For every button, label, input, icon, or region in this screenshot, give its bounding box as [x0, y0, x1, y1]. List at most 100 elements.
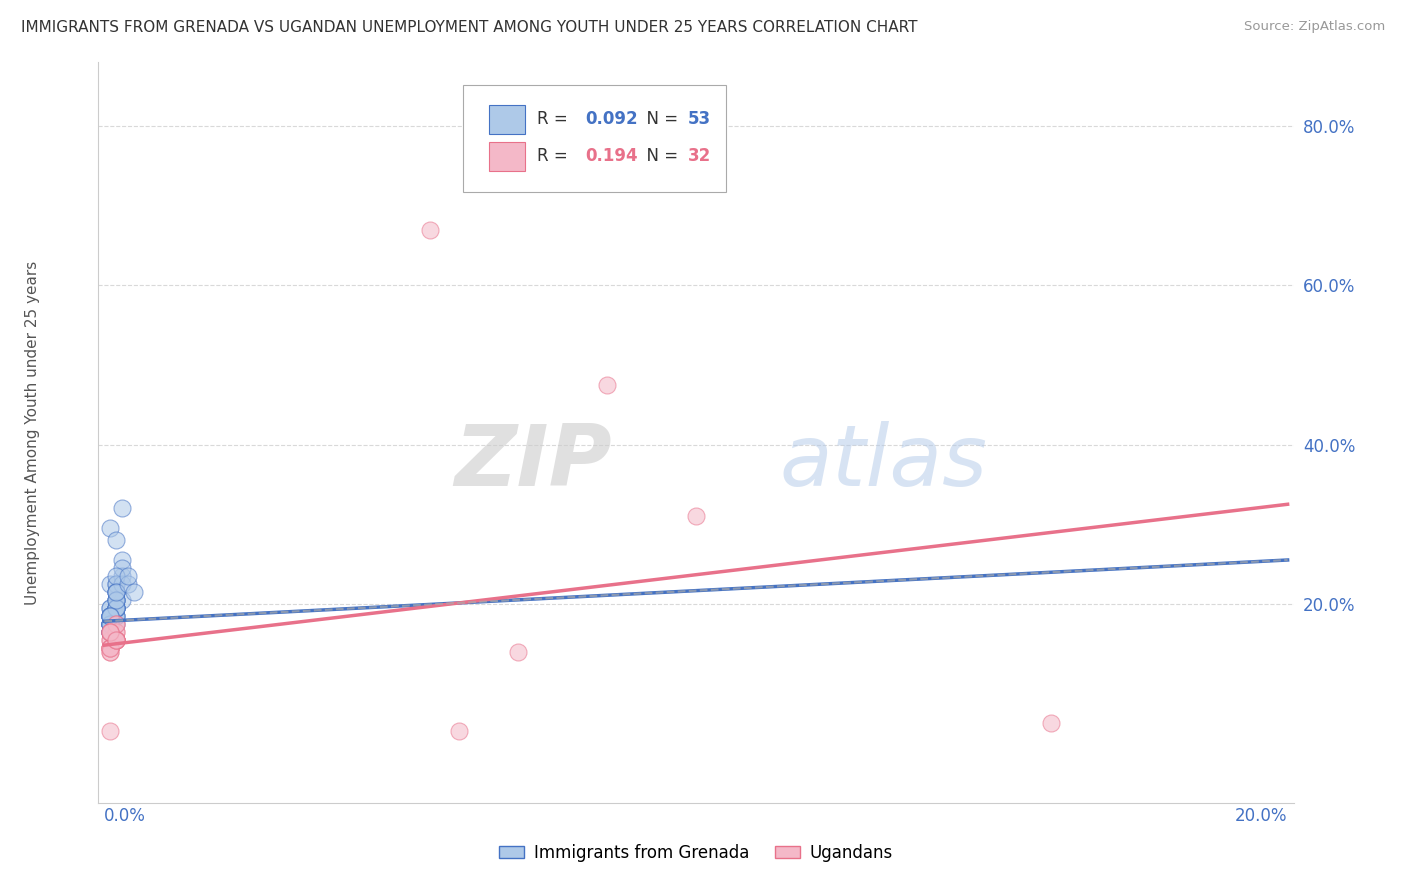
Point: [105, 600, 128, 615]
Point: [105, 616, 128, 631]
Point: [105, 584, 128, 599]
Point: [111, 561, 134, 575]
Point: [105, 632, 128, 647]
Point: [98, 616, 121, 631]
Point: [98, 624, 121, 639]
Point: [105, 632, 128, 647]
Point: [98, 608, 121, 623]
Point: [508, 644, 530, 658]
Text: 53: 53: [688, 111, 710, 128]
Point: [98, 616, 121, 631]
Point: [105, 584, 128, 599]
Text: N =: N =: [637, 147, 683, 165]
Point: [105, 632, 128, 647]
Point: [98, 608, 121, 623]
Point: [449, 724, 471, 739]
Point: [105, 600, 128, 615]
Point: [111, 569, 134, 583]
Text: 0.092: 0.092: [585, 111, 637, 128]
FancyBboxPatch shape: [489, 142, 524, 171]
Point: [105, 533, 128, 547]
Point: [117, 569, 139, 583]
Point: [98, 608, 121, 623]
Point: [105, 608, 128, 623]
Point: [98, 624, 121, 639]
Point: [98, 624, 121, 639]
Point: [98, 616, 121, 631]
Text: 20.0%: 20.0%: [1234, 806, 1288, 825]
Point: [98, 640, 121, 655]
Text: IMMIGRANTS FROM GRENADA VS UGANDAN UNEMPLOYMENT AMONG YOUTH UNDER 25 YEARS CORRE: IMMIGRANTS FROM GRENADA VS UGANDAN UNEMP…: [21, 20, 918, 35]
Point: [105, 616, 128, 631]
Text: Unemployment Among Youth under 25 years: Unemployment Among Youth under 25 years: [25, 260, 41, 605]
Point: [98, 640, 121, 655]
Point: [117, 577, 139, 591]
Point: [105, 624, 128, 639]
Point: [98, 624, 121, 639]
Point: [111, 501, 134, 516]
Point: [98, 640, 121, 655]
Point: [122, 584, 145, 599]
Point: [98, 616, 121, 631]
Point: [105, 592, 128, 607]
Point: [105, 608, 128, 623]
Point: [596, 377, 619, 392]
Point: [98, 624, 121, 639]
Text: 0.194: 0.194: [585, 147, 637, 165]
Point: [98, 632, 121, 647]
Point: [98, 624, 121, 639]
Text: 32: 32: [688, 147, 711, 165]
Point: [105, 632, 128, 647]
Point: [105, 632, 128, 647]
Point: [98, 624, 121, 639]
Point: [98, 616, 121, 631]
Point: [105, 632, 128, 647]
Point: [111, 553, 134, 567]
Text: Source: ZipAtlas.com: Source: ZipAtlas.com: [1244, 20, 1385, 33]
Point: [98, 640, 121, 655]
Point: [1039, 716, 1062, 731]
Text: ZIP: ZIP: [454, 421, 613, 504]
Point: [105, 592, 128, 607]
Point: [105, 632, 128, 647]
Point: [98, 577, 121, 591]
Point: [105, 632, 128, 647]
Point: [105, 600, 128, 615]
FancyBboxPatch shape: [489, 104, 524, 135]
Point: [98, 640, 121, 655]
Text: N =: N =: [637, 111, 683, 128]
Point: [105, 584, 128, 599]
Point: [98, 521, 121, 535]
Point: [98, 632, 121, 647]
Point: [98, 616, 121, 631]
Point: [98, 608, 121, 623]
Text: atlas: atlas: [779, 421, 987, 504]
FancyBboxPatch shape: [463, 85, 725, 192]
Text: R =: R =: [537, 147, 578, 165]
Point: [105, 577, 128, 591]
Point: [98, 724, 121, 739]
Point: [98, 600, 121, 615]
Point: [98, 644, 121, 658]
Point: [98, 616, 121, 631]
Point: [105, 577, 128, 591]
Point: [105, 608, 128, 623]
Point: [105, 592, 128, 607]
Legend: Immigrants from Grenada, Ugandans: Immigrants from Grenada, Ugandans: [492, 838, 900, 869]
Point: [105, 600, 128, 615]
Point: [98, 644, 121, 658]
Point: [111, 592, 134, 607]
Point: [419, 222, 441, 236]
Point: [105, 600, 128, 615]
Point: [98, 608, 121, 623]
Point: [105, 616, 128, 631]
Point: [98, 608, 121, 623]
Text: R =: R =: [537, 111, 578, 128]
Point: [105, 600, 128, 615]
Point: [685, 509, 707, 524]
Text: 0.0%: 0.0%: [104, 806, 146, 825]
Point: [105, 584, 128, 599]
Point: [105, 624, 128, 639]
Point: [105, 569, 128, 583]
Point: [105, 592, 128, 607]
